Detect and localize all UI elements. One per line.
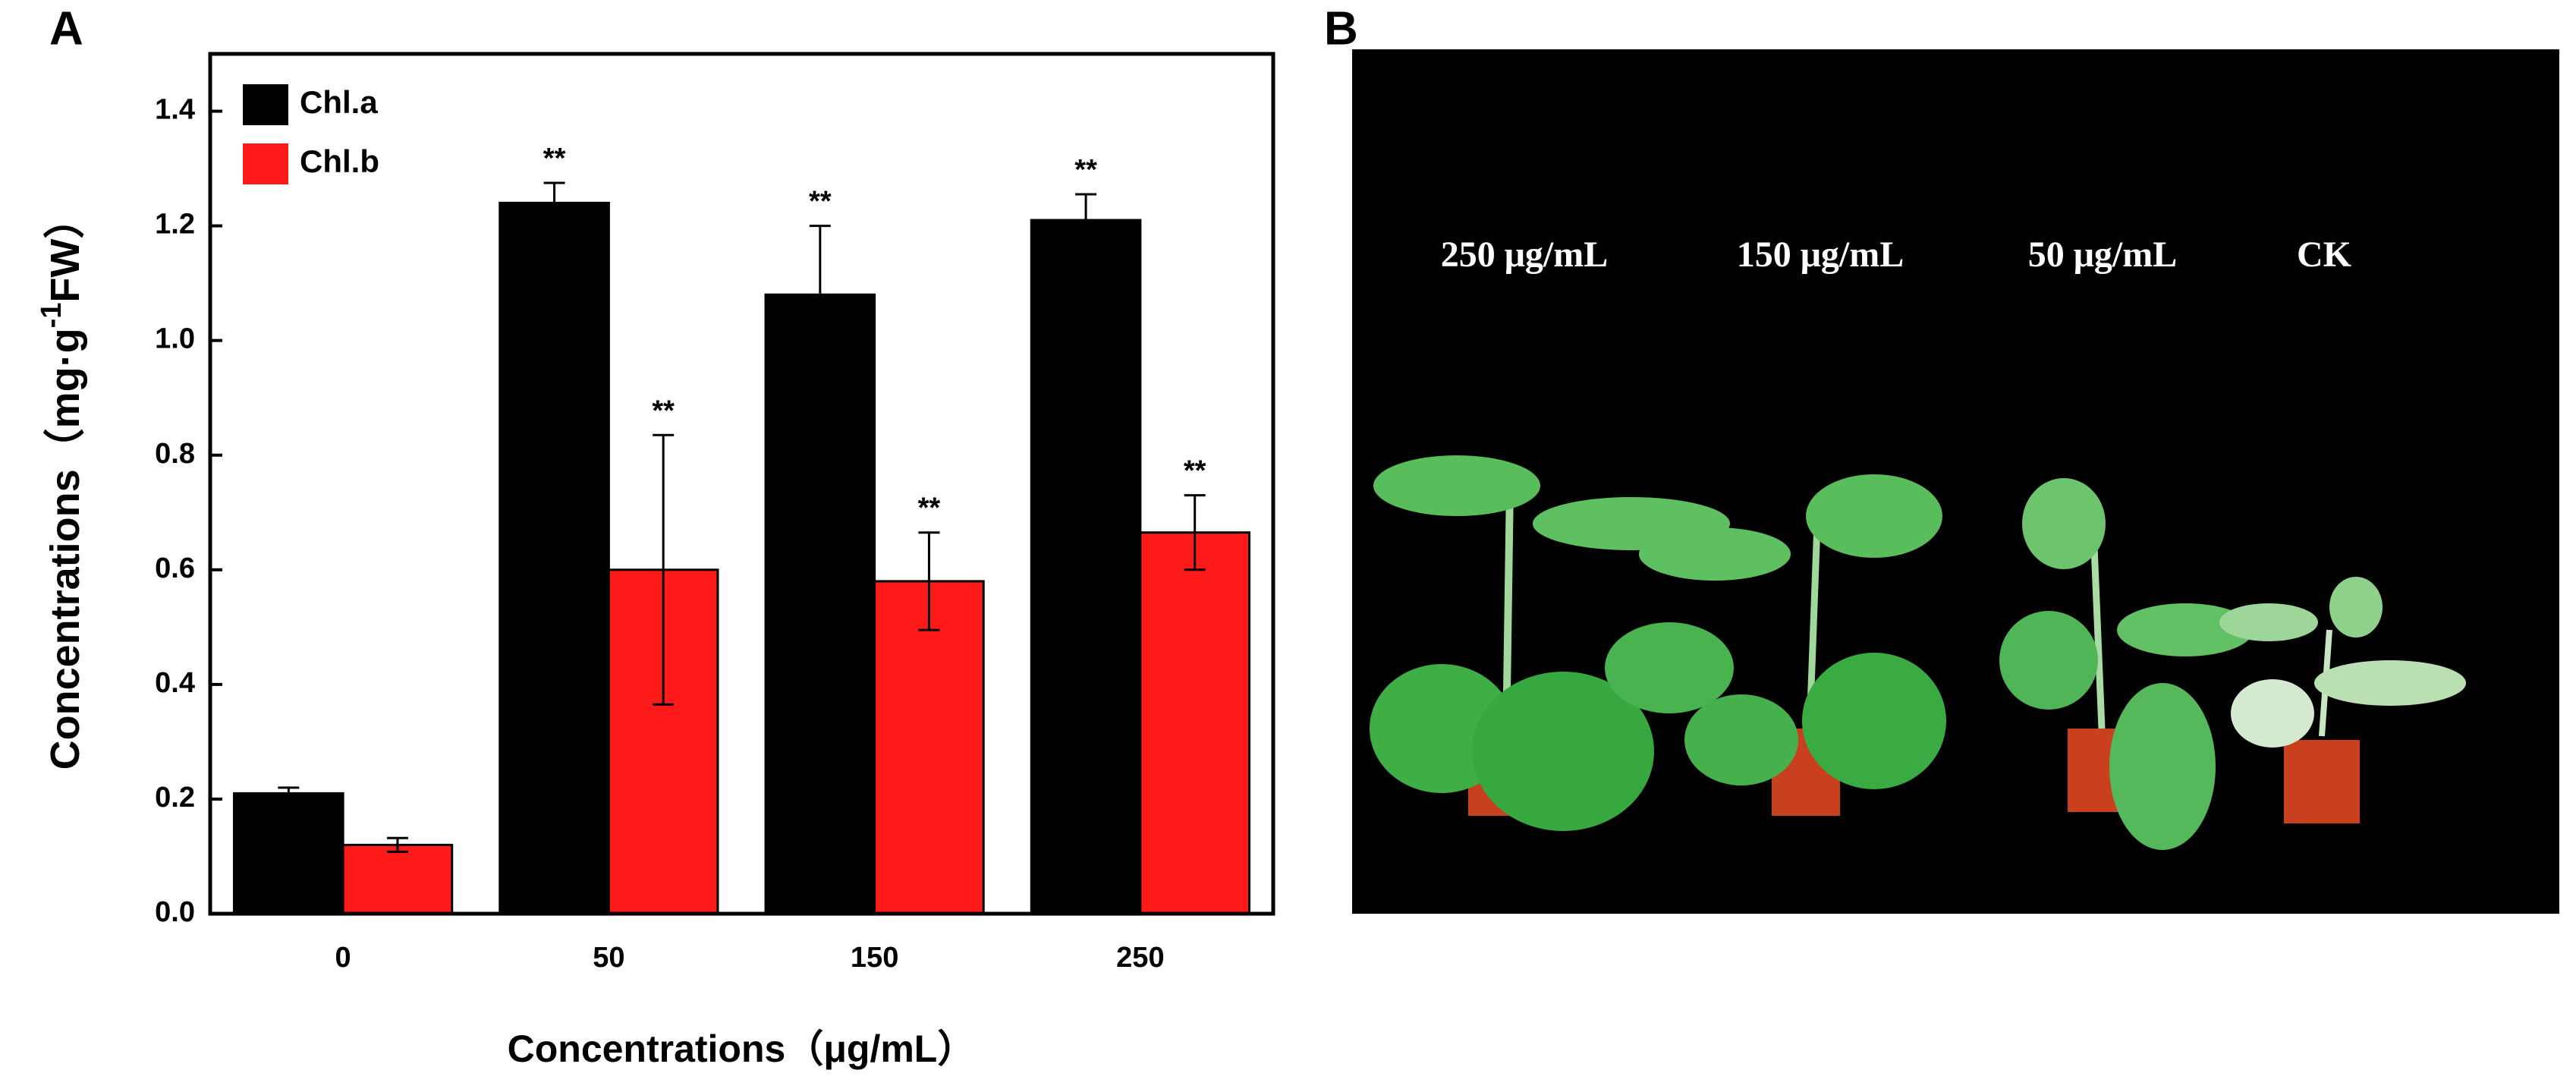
leaf (1802, 653, 1946, 789)
legend-swatch (243, 143, 288, 184)
error-bar (1075, 193, 1097, 247)
plot-frame (208, 52, 1275, 916)
bar (233, 792, 344, 915)
legend-label: Chl.b (300, 143, 379, 179)
panel-label: B (1324, 2, 1358, 55)
y-axis-label-part: Concentrations（mg·g (42, 328, 88, 770)
y-tick-label: 1.4 (155, 94, 195, 126)
bar (341, 843, 454, 915)
plant (1999, 478, 2254, 850)
bar (873, 580, 985, 915)
significance: ** (1184, 455, 1206, 487)
legend-label: Chl.a (300, 84, 378, 120)
x-tick-label: 0 (335, 942, 351, 974)
pot (2284, 740, 2360, 823)
y-tick-label: 1.0 (155, 323, 195, 355)
leaf (2109, 683, 2216, 850)
photo-label: 150 μg/mL (1737, 235, 1904, 275)
x-axis-label: Concentrations（μg/mL） (508, 1028, 976, 1070)
leaf (1639, 527, 1791, 581)
leaf (2231, 679, 2314, 748)
leaf (1373, 455, 1540, 516)
error-bar (918, 531, 940, 631)
y-axis-label-part: -1 (36, 303, 68, 329)
panel-label: A (49, 2, 83, 55)
error-bar (809, 225, 831, 365)
x-tick-label: 250 (1116, 942, 1164, 974)
bar (1030, 219, 1142, 915)
leaf (2117, 603, 2254, 656)
y-tick-label: 0.2 (155, 782, 195, 814)
error-bar (543, 181, 565, 225)
leaf (1472, 672, 1654, 831)
plant (2219, 577, 2466, 823)
leaf (1605, 622, 1734, 713)
y-tick-label: 0.6 (155, 552, 195, 584)
legend-swatch (243, 84, 288, 125)
leaf (1684, 694, 1798, 785)
leaf (2329, 577, 2383, 637)
plant (1639, 474, 1946, 816)
photo-label: CK (2297, 235, 2351, 275)
bar (499, 201, 610, 915)
x-tick-label: 50 (593, 942, 624, 974)
plant (1370, 455, 1734, 831)
y-tick-label: 1.2 (155, 209, 195, 241)
significance: ** (543, 143, 566, 175)
photo-label: 250 μg/mL (1441, 235, 1609, 275)
error-bar (278, 786, 300, 801)
leaf (2314, 660, 2466, 706)
photo (1352, 49, 2559, 914)
y-tick-label: 0.0 (155, 896, 195, 928)
significance: ** (809, 186, 832, 218)
y-tick-label: 0.8 (155, 438, 195, 470)
significance: ** (1074, 154, 1097, 186)
photo-label: 50 μg/mL (2028, 235, 2178, 275)
significance: ** (918, 493, 941, 524)
error-bar (1184, 494, 1206, 571)
x-tick-label: 150 (851, 942, 898, 974)
y-tick-label: 0.4 (155, 667, 195, 699)
leaf (2219, 603, 2318, 641)
y-axis-label-part: FW） (42, 198, 88, 303)
leaf (2022, 478, 2106, 569)
leaf (1999, 611, 2098, 710)
stem (2090, 546, 2106, 729)
bar (1139, 531, 1250, 915)
bar (764, 293, 876, 915)
leaf (1806, 474, 1942, 558)
error-bar (653, 433, 675, 706)
error-bar (386, 836, 408, 853)
significance: ** (652, 395, 675, 427)
y-axis-label: Concentrations（mg·g-1FW） (36, 198, 88, 770)
